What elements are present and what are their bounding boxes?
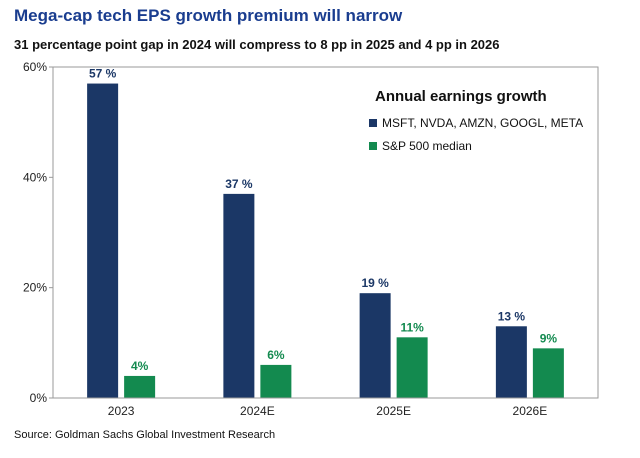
legend-title: Annual earnings growth <box>375 88 547 105</box>
data-label: 4% <box>131 359 149 373</box>
y-tick-label: 40% <box>23 170 47 184</box>
data-label: 13 % <box>498 309 526 323</box>
y-axis-ticks: 0% 20% 40% 60% <box>23 60 53 405</box>
bar-megacap-2024e <box>223 193 255 398</box>
source-note: Source: Goldman Sachs Global Investment … <box>14 429 276 441</box>
data-labels: 57 % 4% 37 % 6% 19 % 11% 13 % 9% <box>89 67 557 373</box>
page-title: Mega-cap tech EPS growth premium will na… <box>14 6 403 25</box>
data-label: 19 % <box>361 276 389 290</box>
legend-item-label: MSFT, NVDA, AMZN, GOOGL, META <box>382 116 583 130</box>
bar-megacap-2026e <box>495 326 527 398</box>
x-tick-label: 2024E <box>240 404 275 418</box>
plot-frame <box>52 66 599 399</box>
data-label: 6% <box>267 348 285 362</box>
x-tick-label: 2025E <box>376 404 411 418</box>
x-axis-labels: 2023 2024E 2025E 2026E <box>108 404 547 418</box>
data-label: 11% <box>400 320 424 334</box>
data-label: 9% <box>540 331 558 345</box>
bar-sp500-median-2023 <box>124 375 156 398</box>
bar-megacap-2025e <box>359 293 391 398</box>
legend-item-label: S&P 500 median <box>382 139 472 153</box>
x-tick-label: 2026E <box>513 404 548 418</box>
data-label: 57 % <box>89 67 117 81</box>
legend-swatch <box>369 142 377 150</box>
data-label: 37 % <box>225 177 253 191</box>
bars <box>87 83 564 399</box>
y-tick-label: 0% <box>30 391 48 405</box>
bar-sp500-median-2025e <box>396 337 428 398</box>
bar-sp500-median-2026e <box>532 348 564 398</box>
x-tick-label: 2023 <box>108 404 135 418</box>
y-tick-label: 60% <box>23 60 47 74</box>
bar-megacap-2023 <box>87 83 119 399</box>
y-tick-label: 20% <box>23 281 47 295</box>
legend: Annual earnings growth MSFT, NVDA, AMZN,… <box>369 88 583 153</box>
legend-swatch <box>369 119 377 127</box>
bar-sp500-median-2024e <box>260 364 292 398</box>
page-subtitle: 31 percentage point gap in 2024 will com… <box>14 37 500 52</box>
